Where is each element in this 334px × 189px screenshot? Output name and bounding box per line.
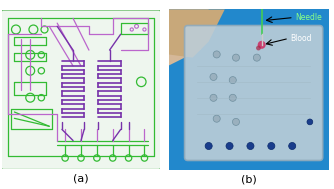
Circle shape (213, 51, 220, 58)
Polygon shape (169, 9, 209, 66)
Circle shape (232, 54, 239, 61)
Circle shape (253, 54, 261, 61)
Circle shape (205, 143, 212, 149)
Circle shape (210, 94, 217, 101)
Circle shape (256, 46, 261, 50)
Text: (b): (b) (241, 175, 257, 185)
Circle shape (226, 143, 233, 149)
FancyBboxPatch shape (1, 10, 161, 170)
Circle shape (258, 41, 266, 49)
FancyBboxPatch shape (185, 26, 323, 160)
Circle shape (210, 73, 217, 81)
Polygon shape (169, 9, 225, 58)
Circle shape (229, 94, 236, 101)
Circle shape (268, 143, 275, 149)
Circle shape (229, 77, 236, 84)
Circle shape (232, 118, 239, 125)
Circle shape (247, 143, 254, 149)
Circle shape (307, 119, 313, 125)
Circle shape (289, 143, 296, 149)
Text: Needle: Needle (295, 13, 322, 22)
Text: (a): (a) (73, 174, 89, 184)
Text: Blood: Blood (291, 34, 312, 43)
Circle shape (213, 115, 220, 122)
